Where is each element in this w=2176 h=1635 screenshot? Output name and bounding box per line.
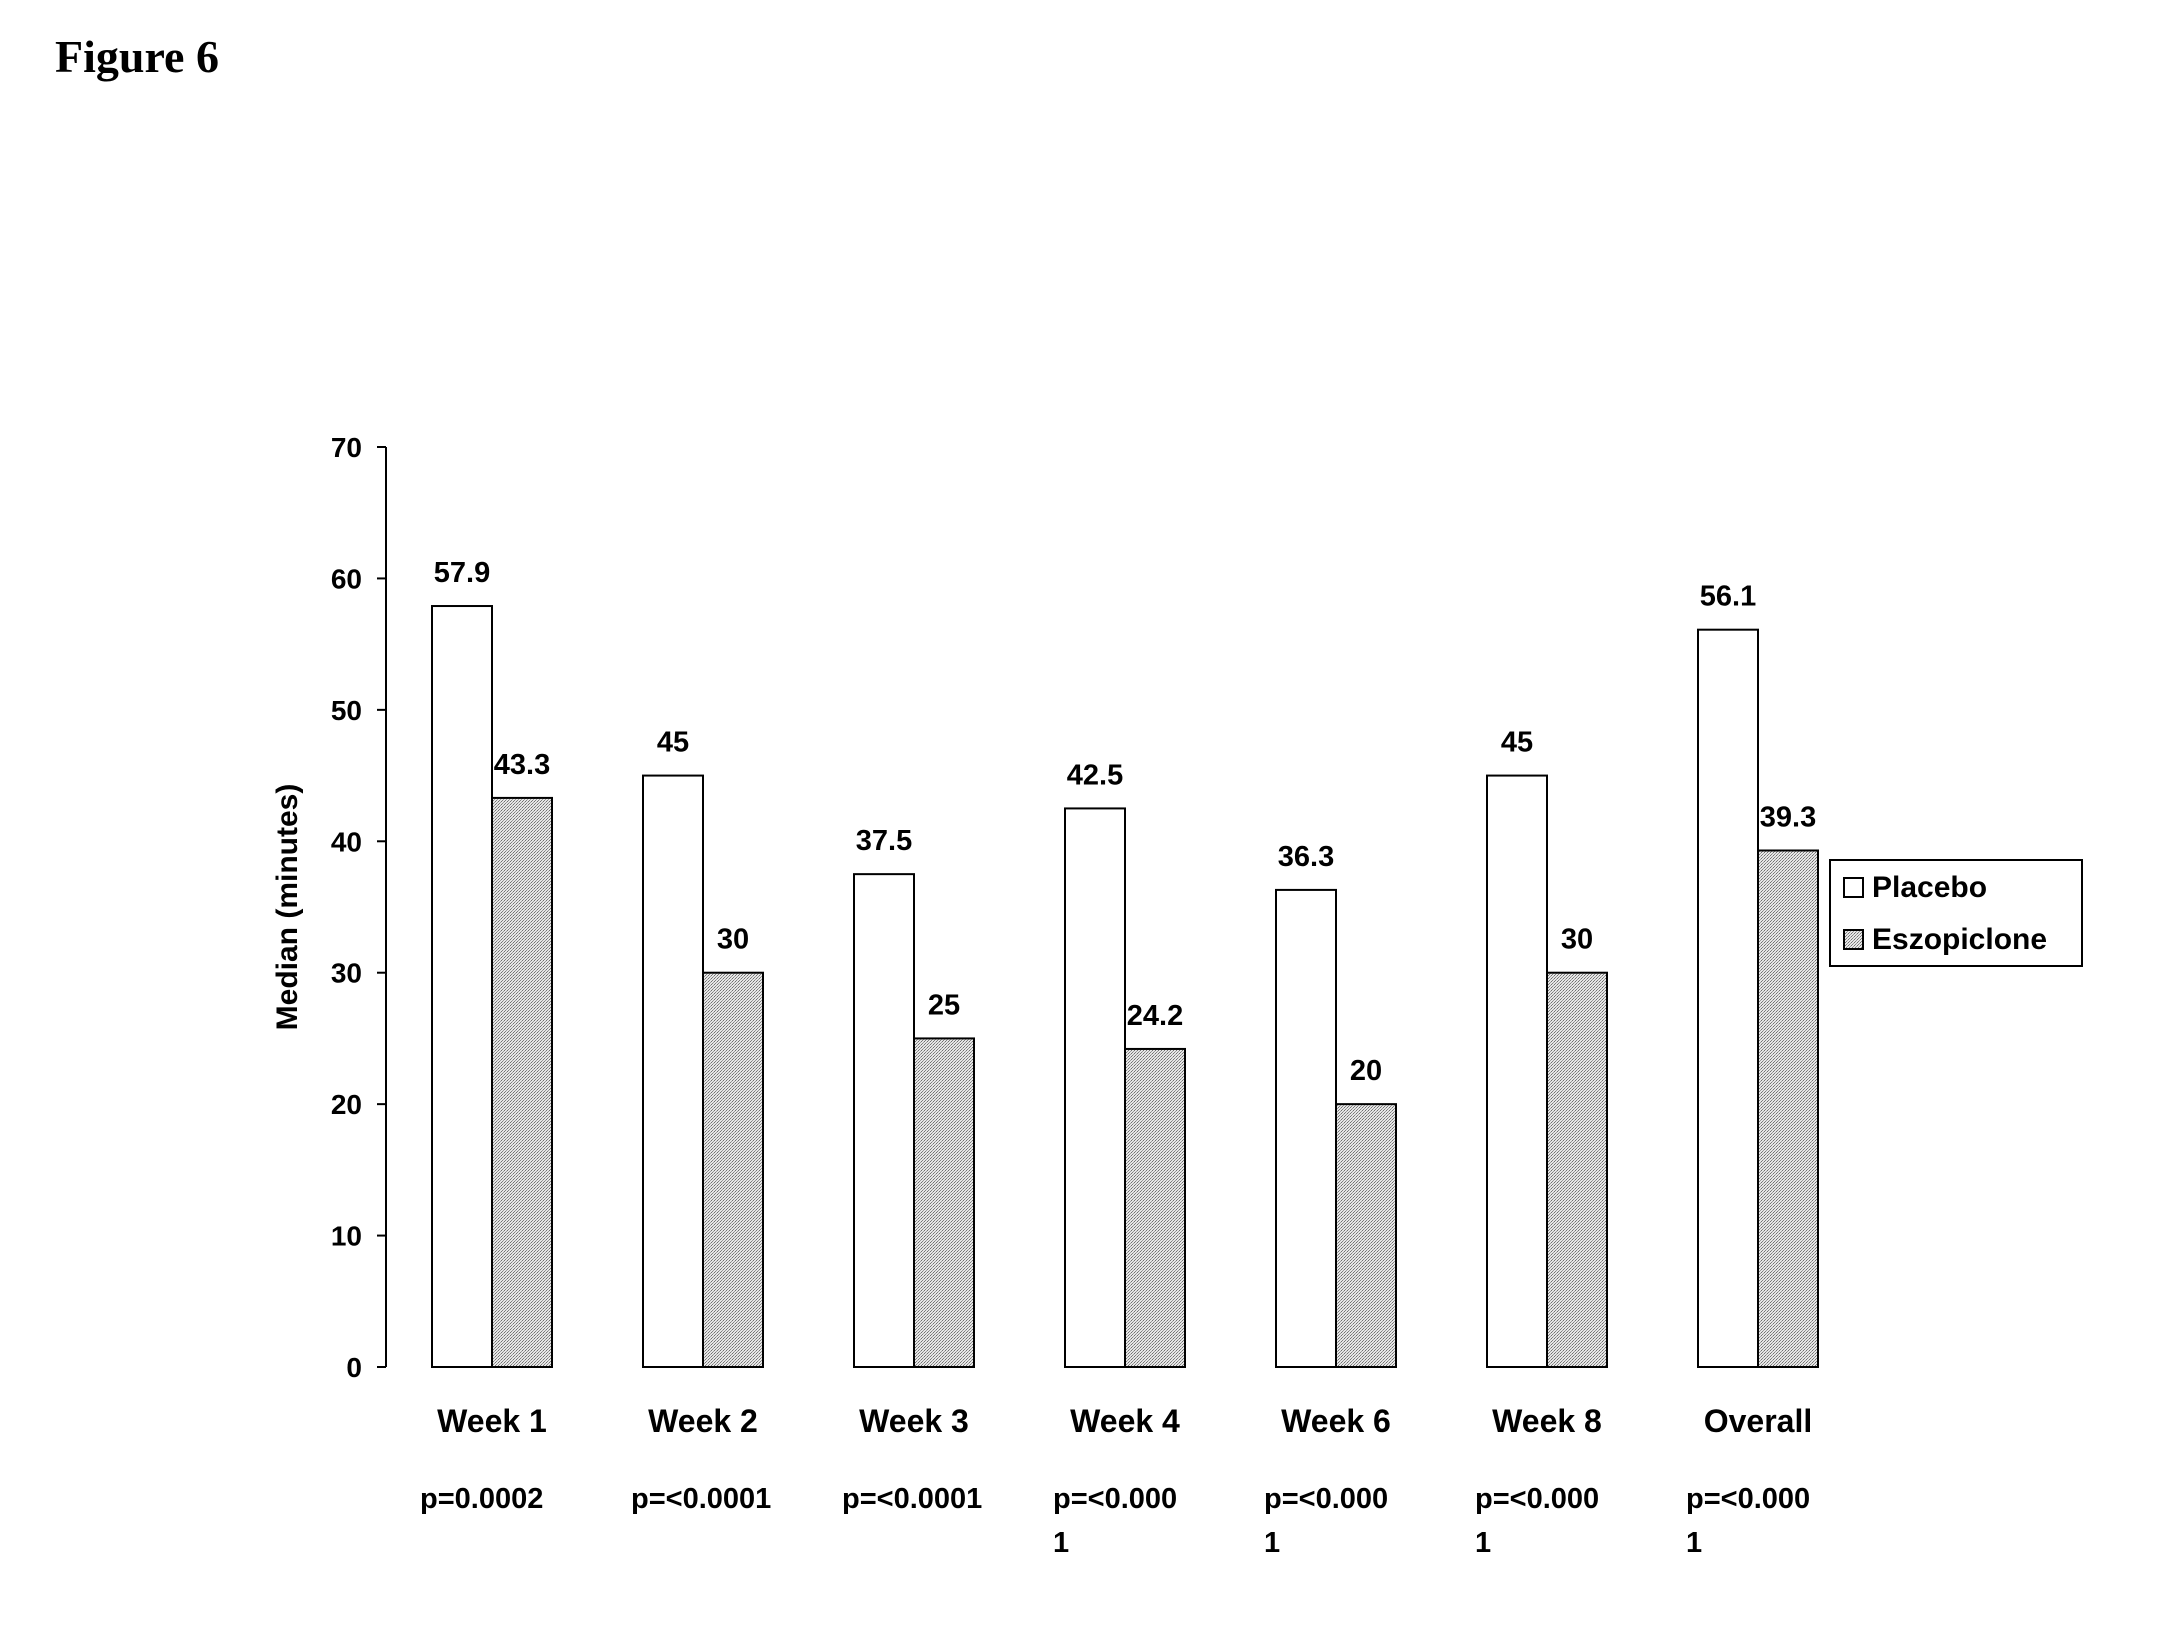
data-label: 45 — [657, 727, 689, 759]
data-label: 39.3 — [1760, 801, 1816, 833]
p-value-label: p=<0.000 — [1686, 1483, 1810, 1515]
data-label: 25 — [928, 989, 960, 1021]
data-label: 36.3 — [1278, 841, 1334, 873]
y-axis-label: Median (minutes) — [271, 784, 304, 1031]
legend-swatch-placebo — [1844, 878, 1863, 897]
bar-placebo-week-4 — [1065, 808, 1125, 1367]
bars — [432, 606, 1818, 1367]
x-category-label: Week 8 — [1492, 1403, 1602, 1439]
legend-label: Eszopiclone — [1872, 923, 2047, 956]
data-label: 56.1 — [1700, 581, 1756, 613]
data-label: 45 — [1501, 727, 1533, 759]
x-category-label: Week 2 — [648, 1403, 758, 1439]
y-tick-label: 40 — [331, 826, 362, 857]
x-category-label: Week 1 — [437, 1403, 547, 1439]
data-label: 42.5 — [1067, 759, 1123, 791]
p-value-label: p=<0.000 — [1475, 1483, 1599, 1515]
legend: Placebo Eszopiclone — [1830, 860, 2082, 966]
bar-placebo-week-3 — [854, 874, 914, 1367]
bar-eszopiclone-week-1 — [492, 798, 552, 1367]
y-tick-label: 60 — [331, 563, 362, 594]
p-value-label: 1 — [1264, 1527, 1280, 1559]
x-category-label: Week 4 — [1070, 1403, 1180, 1439]
bar-eszopiclone-overall — [1758, 850, 1818, 1367]
p-value-label: 1 — [1475, 1527, 1491, 1559]
y-tick-label: 0 — [346, 1352, 362, 1383]
y-tick-label: 30 — [331, 958, 362, 989]
bar-placebo-week-8 — [1487, 776, 1547, 1367]
bar-eszopiclone-week-8 — [1547, 973, 1607, 1367]
data-label: 43.3 — [494, 749, 550, 781]
p-value-label: p=<0.000 — [1053, 1483, 1177, 1515]
x-category-label: Overall — [1704, 1403, 1813, 1439]
p-value-label: p=<0.0001 — [842, 1483, 982, 1515]
legend-label: Placebo — [1872, 871, 1987, 904]
p-value-label: 1 — [1053, 1527, 1069, 1559]
y-tick-label: 10 — [331, 1221, 362, 1252]
data-label: 30 — [1561, 924, 1593, 956]
y-tick-label: 20 — [331, 1089, 362, 1120]
p-value-label: 1 — [1686, 1527, 1702, 1559]
data-label: 57.9 — [434, 557, 490, 589]
data-label: 37.5 — [856, 825, 912, 857]
data-label: 20 — [1350, 1055, 1382, 1087]
y-tick-label: 50 — [331, 695, 362, 726]
bar-placebo-week-2 — [643, 776, 703, 1367]
axes: 0 10 20 30 40 50 60 70 Median (minutes) — [271, 432, 386, 1383]
y-tick-label: 70 — [331, 432, 362, 463]
bar-eszopiclone-week-4 — [1125, 1049, 1185, 1367]
x-category-label: Week 6 — [1281, 1403, 1391, 1439]
data-label: 30 — [717, 924, 749, 956]
bar-placebo-overall — [1698, 630, 1758, 1367]
p-value-label: p=<0.000 — [1264, 1483, 1388, 1515]
bar-placebo-week-1 — [432, 606, 492, 1367]
data-label: 24.2 — [1127, 1000, 1183, 1032]
bar-eszopiclone-week-3 — [914, 1038, 974, 1367]
legend-swatch-eszopiclone — [1844, 930, 1863, 949]
x-category-label: Week 3 — [859, 1403, 969, 1439]
bar-eszopiclone-week-6 — [1336, 1104, 1396, 1367]
x-axis-categories: Week 1p=0.0002Week 2p=<0.0001Week 3p=<0.… — [420, 1403, 1812, 1559]
bar-placebo-week-6 — [1276, 890, 1336, 1367]
p-value-label: p=<0.0001 — [631, 1483, 771, 1515]
bar-eszopiclone-week-2 — [703, 973, 763, 1367]
p-value-label: p=0.0002 — [420, 1483, 543, 1515]
